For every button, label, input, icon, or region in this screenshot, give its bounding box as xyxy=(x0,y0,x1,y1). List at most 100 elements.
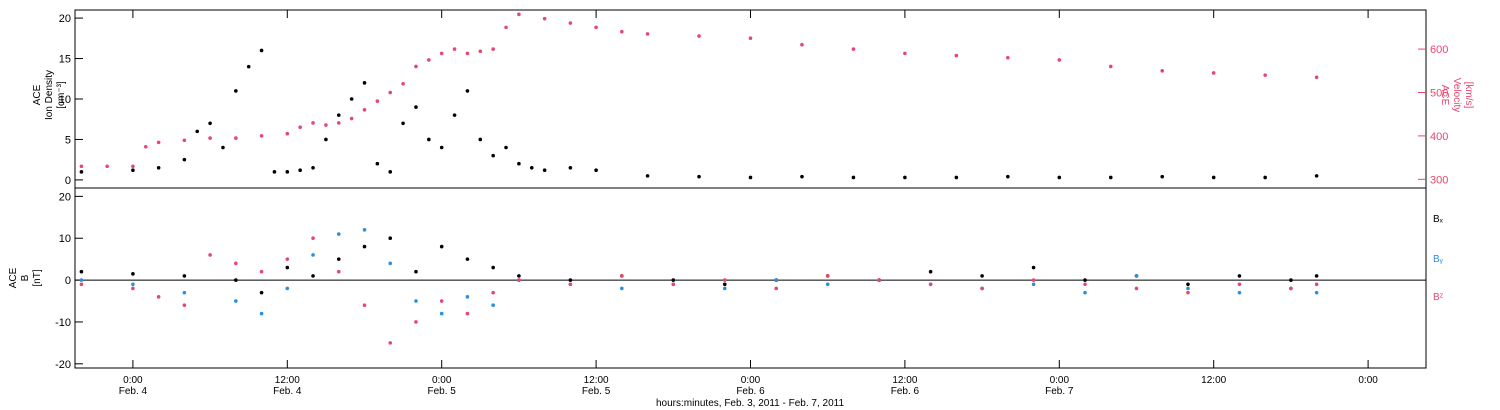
bottom-panel-frame xyxy=(74,187,1427,369)
time-tick-label: 0:00 xyxy=(432,375,452,386)
by-point xyxy=(1134,274,1139,278)
time-tick-label: 12:00 xyxy=(892,375,917,386)
velocity-point xyxy=(748,36,753,41)
density-tick-label: 10 xyxy=(59,94,71,106)
bz-point xyxy=(1237,282,1242,287)
density-point xyxy=(529,165,534,170)
velocity-point xyxy=(1108,64,1113,69)
bz-point xyxy=(1289,286,1293,291)
velocity-point xyxy=(1211,71,1216,75)
velocity-point xyxy=(234,136,238,140)
bz-point xyxy=(465,311,470,316)
density-point xyxy=(439,145,444,150)
magnetic-field-panel: -20 -10 0 10 20 ACE B [nT] Bₓ Bᵧ Bᶻ xyxy=(8,187,1444,371)
date-tick-label: Feb. 4 xyxy=(119,386,148,397)
time-tick-label: 0:00 xyxy=(1050,375,1070,386)
bz-point xyxy=(1031,278,1036,282)
bx-point xyxy=(1237,274,1242,278)
bx-point xyxy=(980,274,984,278)
field-label-line2: B xyxy=(20,274,31,281)
by-point xyxy=(1083,290,1087,295)
bz-point xyxy=(825,274,830,278)
bz-point xyxy=(336,269,341,274)
date-tick-label: Feb. 6 xyxy=(891,386,920,397)
bx-point xyxy=(671,278,676,282)
velocity-point xyxy=(697,34,701,38)
bz-point xyxy=(1134,286,1139,291)
density-point xyxy=(542,168,547,172)
density-point xyxy=(517,161,521,166)
density-point xyxy=(221,145,225,150)
bx-point xyxy=(1083,278,1087,282)
field-tick-label: 20 xyxy=(59,191,71,203)
field-label-line1: ACE xyxy=(8,267,19,288)
velocity-point xyxy=(414,64,418,69)
bz-point xyxy=(208,253,212,257)
bz-point xyxy=(620,274,624,278)
density-point xyxy=(388,170,393,174)
bx-point xyxy=(1289,278,1293,282)
velocity-point xyxy=(143,144,148,149)
density-point xyxy=(375,161,380,166)
time-tick-label: 0:00 xyxy=(741,375,761,386)
velocity-point xyxy=(298,125,302,130)
density-point xyxy=(1057,175,1062,180)
bx-point xyxy=(131,272,135,276)
velocity-point xyxy=(259,134,264,138)
legend-bz: Bᶻ xyxy=(1433,292,1444,303)
density-axis: 0 5 10 15 20 xyxy=(59,13,83,187)
velocity-point xyxy=(362,108,367,112)
time-tick-label: 0:00 xyxy=(1358,375,1378,386)
density-point xyxy=(1314,174,1319,178)
field-tick-label: -10 xyxy=(55,317,71,329)
density-point xyxy=(1108,175,1113,180)
bz-point xyxy=(517,278,521,282)
bx-point xyxy=(311,274,315,278)
density-point xyxy=(324,137,328,142)
density-point xyxy=(182,157,187,162)
bx-point xyxy=(336,257,341,261)
by-point xyxy=(722,286,727,291)
by-point xyxy=(774,278,779,282)
by-point xyxy=(1314,290,1319,295)
by-point xyxy=(439,311,444,316)
bz-point xyxy=(285,257,290,261)
bz-point xyxy=(439,299,444,303)
date-tick-label: Feb. 5 xyxy=(428,386,457,397)
velocity-point xyxy=(182,138,187,143)
bx-point xyxy=(1031,265,1036,270)
time-axis-label: hours:minutes, Feb. 3, 2011 - Feb. 7, 20… xyxy=(656,398,845,409)
bz-point xyxy=(1314,282,1319,287)
velocity-point xyxy=(388,90,393,95)
velocity-axis: 300 400 500 600 xyxy=(1418,44,1448,186)
by-point xyxy=(131,282,135,287)
density-point xyxy=(195,129,200,134)
velocity-point xyxy=(465,51,470,56)
velocity-point xyxy=(439,51,444,56)
density-point xyxy=(208,121,212,126)
velocity-point xyxy=(1314,75,1319,80)
density-point xyxy=(800,174,804,179)
density-point xyxy=(427,137,431,142)
density-velocity-panel: 0 5 10 15 20 300 400 500 600 ACE Ion Density [c… xyxy=(32,9,1474,189)
bz-point xyxy=(388,341,393,345)
bx-point xyxy=(388,236,393,241)
bx-point xyxy=(465,257,470,261)
density-point xyxy=(1006,174,1010,179)
density-point xyxy=(362,81,367,85)
bx-point xyxy=(79,269,84,274)
velocity-point xyxy=(594,25,598,30)
field-label-line3: [nT] xyxy=(32,269,43,286)
field-tick-label: -20 xyxy=(55,359,71,371)
by-point xyxy=(414,299,418,303)
bz-point xyxy=(362,303,367,308)
date-tick-label: Feb. 5 xyxy=(582,386,611,397)
density-point xyxy=(131,168,135,172)
density-point xyxy=(336,113,341,117)
density-point xyxy=(645,174,650,178)
bz-point xyxy=(414,320,418,324)
field-tick-label: 0 xyxy=(65,275,71,287)
by-point xyxy=(285,286,290,291)
